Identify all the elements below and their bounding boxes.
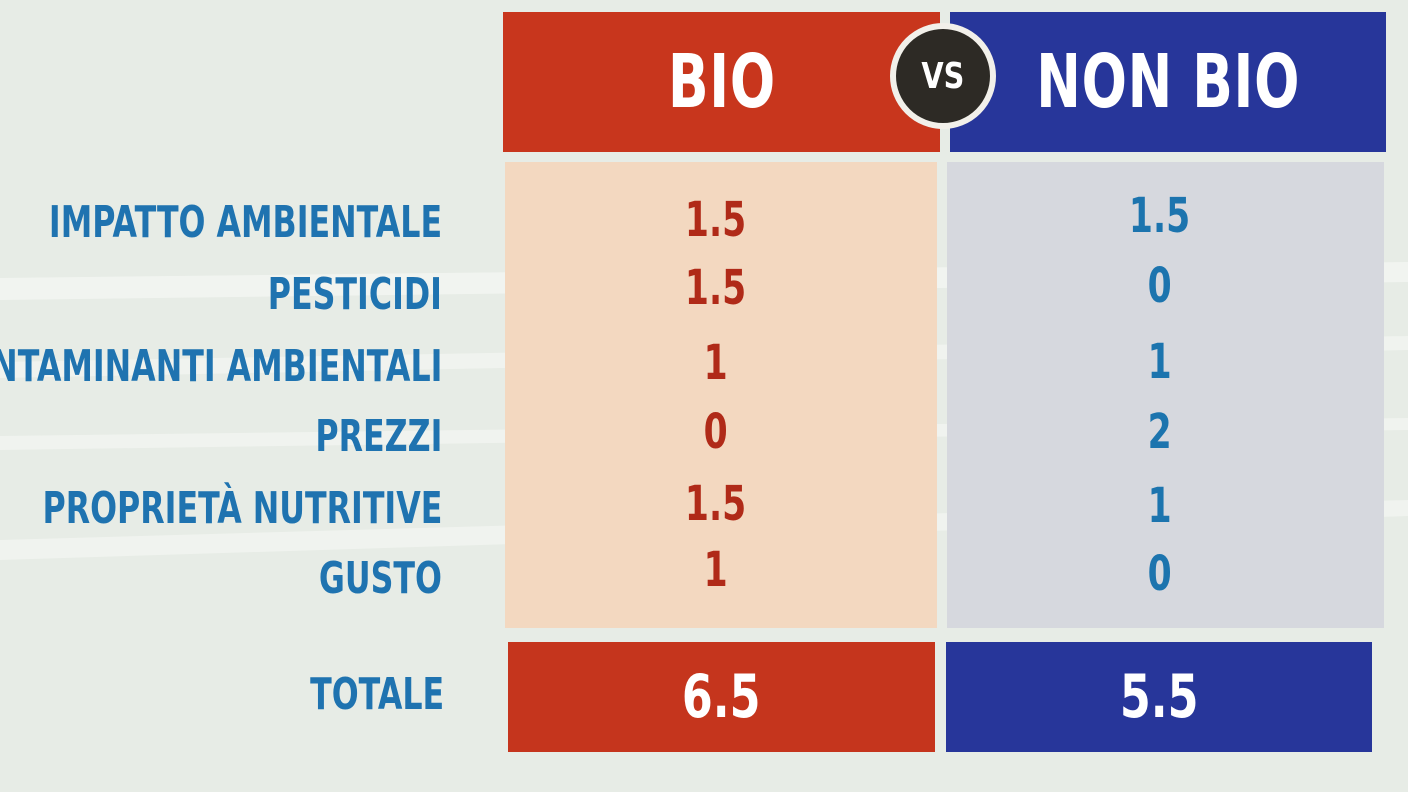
row-label-text: PROPRIETÀ NUTRITIVE <box>42 482 442 534</box>
nonbio-value: 0 <box>1100 256 1220 316</box>
nonbio-header-label: NON BIO <box>1036 39 1300 125</box>
nonbio-value-text: 2 <box>1147 404 1173 460</box>
row-label-text: PREZZI <box>315 410 442 462</box>
row-label-text: GUSTO <box>318 552 442 604</box>
bio-value-text: 1.5 <box>685 192 747 248</box>
nonbio-header: NON BIO <box>950 12 1386 152</box>
row-label: PROPRIETÀ NUTRITIVE <box>0 478 442 538</box>
nonbio-value: 0 <box>1100 544 1220 604</box>
row-label-text: IMPATTO AMBIENTALE <box>48 196 442 248</box>
nonbio-value-text: 1.5 <box>1129 188 1191 244</box>
bio-value: 1 <box>656 333 776 393</box>
vs-badge: VS <box>890 23 996 129</box>
bio-total-box: 6.5 <box>508 642 935 752</box>
nonbio-value: 1.5 <box>1100 186 1220 246</box>
bio-header-label: BIO <box>667 39 776 125</box>
nonbio-total-box: 5.5 <box>946 642 1372 752</box>
nonbio-value-text: 1 <box>1147 334 1173 390</box>
bio-value: 1.5 <box>656 474 776 534</box>
row-label-text: PESTICIDI <box>267 268 442 320</box>
bio-value-text: 1 <box>703 335 729 391</box>
bio-value-text: 1 <box>703 542 729 598</box>
bio-value: 1.5 <box>656 190 776 250</box>
bio-value: 1 <box>656 540 776 600</box>
bio-value: 1.5 <box>656 258 776 318</box>
nonbio-total-value: 5.5 <box>1119 662 1199 732</box>
nonbio-value-text: 1 <box>1147 478 1173 534</box>
nonbio-value: 1 <box>1100 332 1220 392</box>
row-label: CONTAMINANTI AMBIENTALI <box>0 336 442 396</box>
row-label-text: CONTAMINANTI AMBIENTALI <box>0 340 442 392</box>
bio-total-value: 6.5 <box>682 662 761 732</box>
total-label: TOTALE <box>258 664 444 724</box>
bio-header: BIO <box>503 12 940 152</box>
nonbio-value: 2 <box>1100 402 1220 462</box>
bio-value: 0 <box>656 402 776 462</box>
bio-value-text: 1.5 <box>685 260 747 316</box>
nonbio-values-panel <box>947 162 1384 628</box>
nonbio-value-text: 0 <box>1147 258 1173 314</box>
row-label: PREZZI <box>266 406 442 466</box>
row-label: GUSTO <box>271 548 442 608</box>
bio-values-panel <box>505 162 937 628</box>
total-label-text: TOTALE <box>309 668 444 720</box>
nonbio-value: 1 <box>1100 476 1220 536</box>
bio-value-text: 1.5 <box>685 476 747 532</box>
vs-label: VS <box>921 55 965 97</box>
nonbio-value-text: 0 <box>1147 546 1173 602</box>
row-label: IMPATTO AMBIENTALE <box>0 192 442 252</box>
row-label: PESTICIDI <box>200 264 442 324</box>
bio-value-text: 0 <box>703 404 729 460</box>
